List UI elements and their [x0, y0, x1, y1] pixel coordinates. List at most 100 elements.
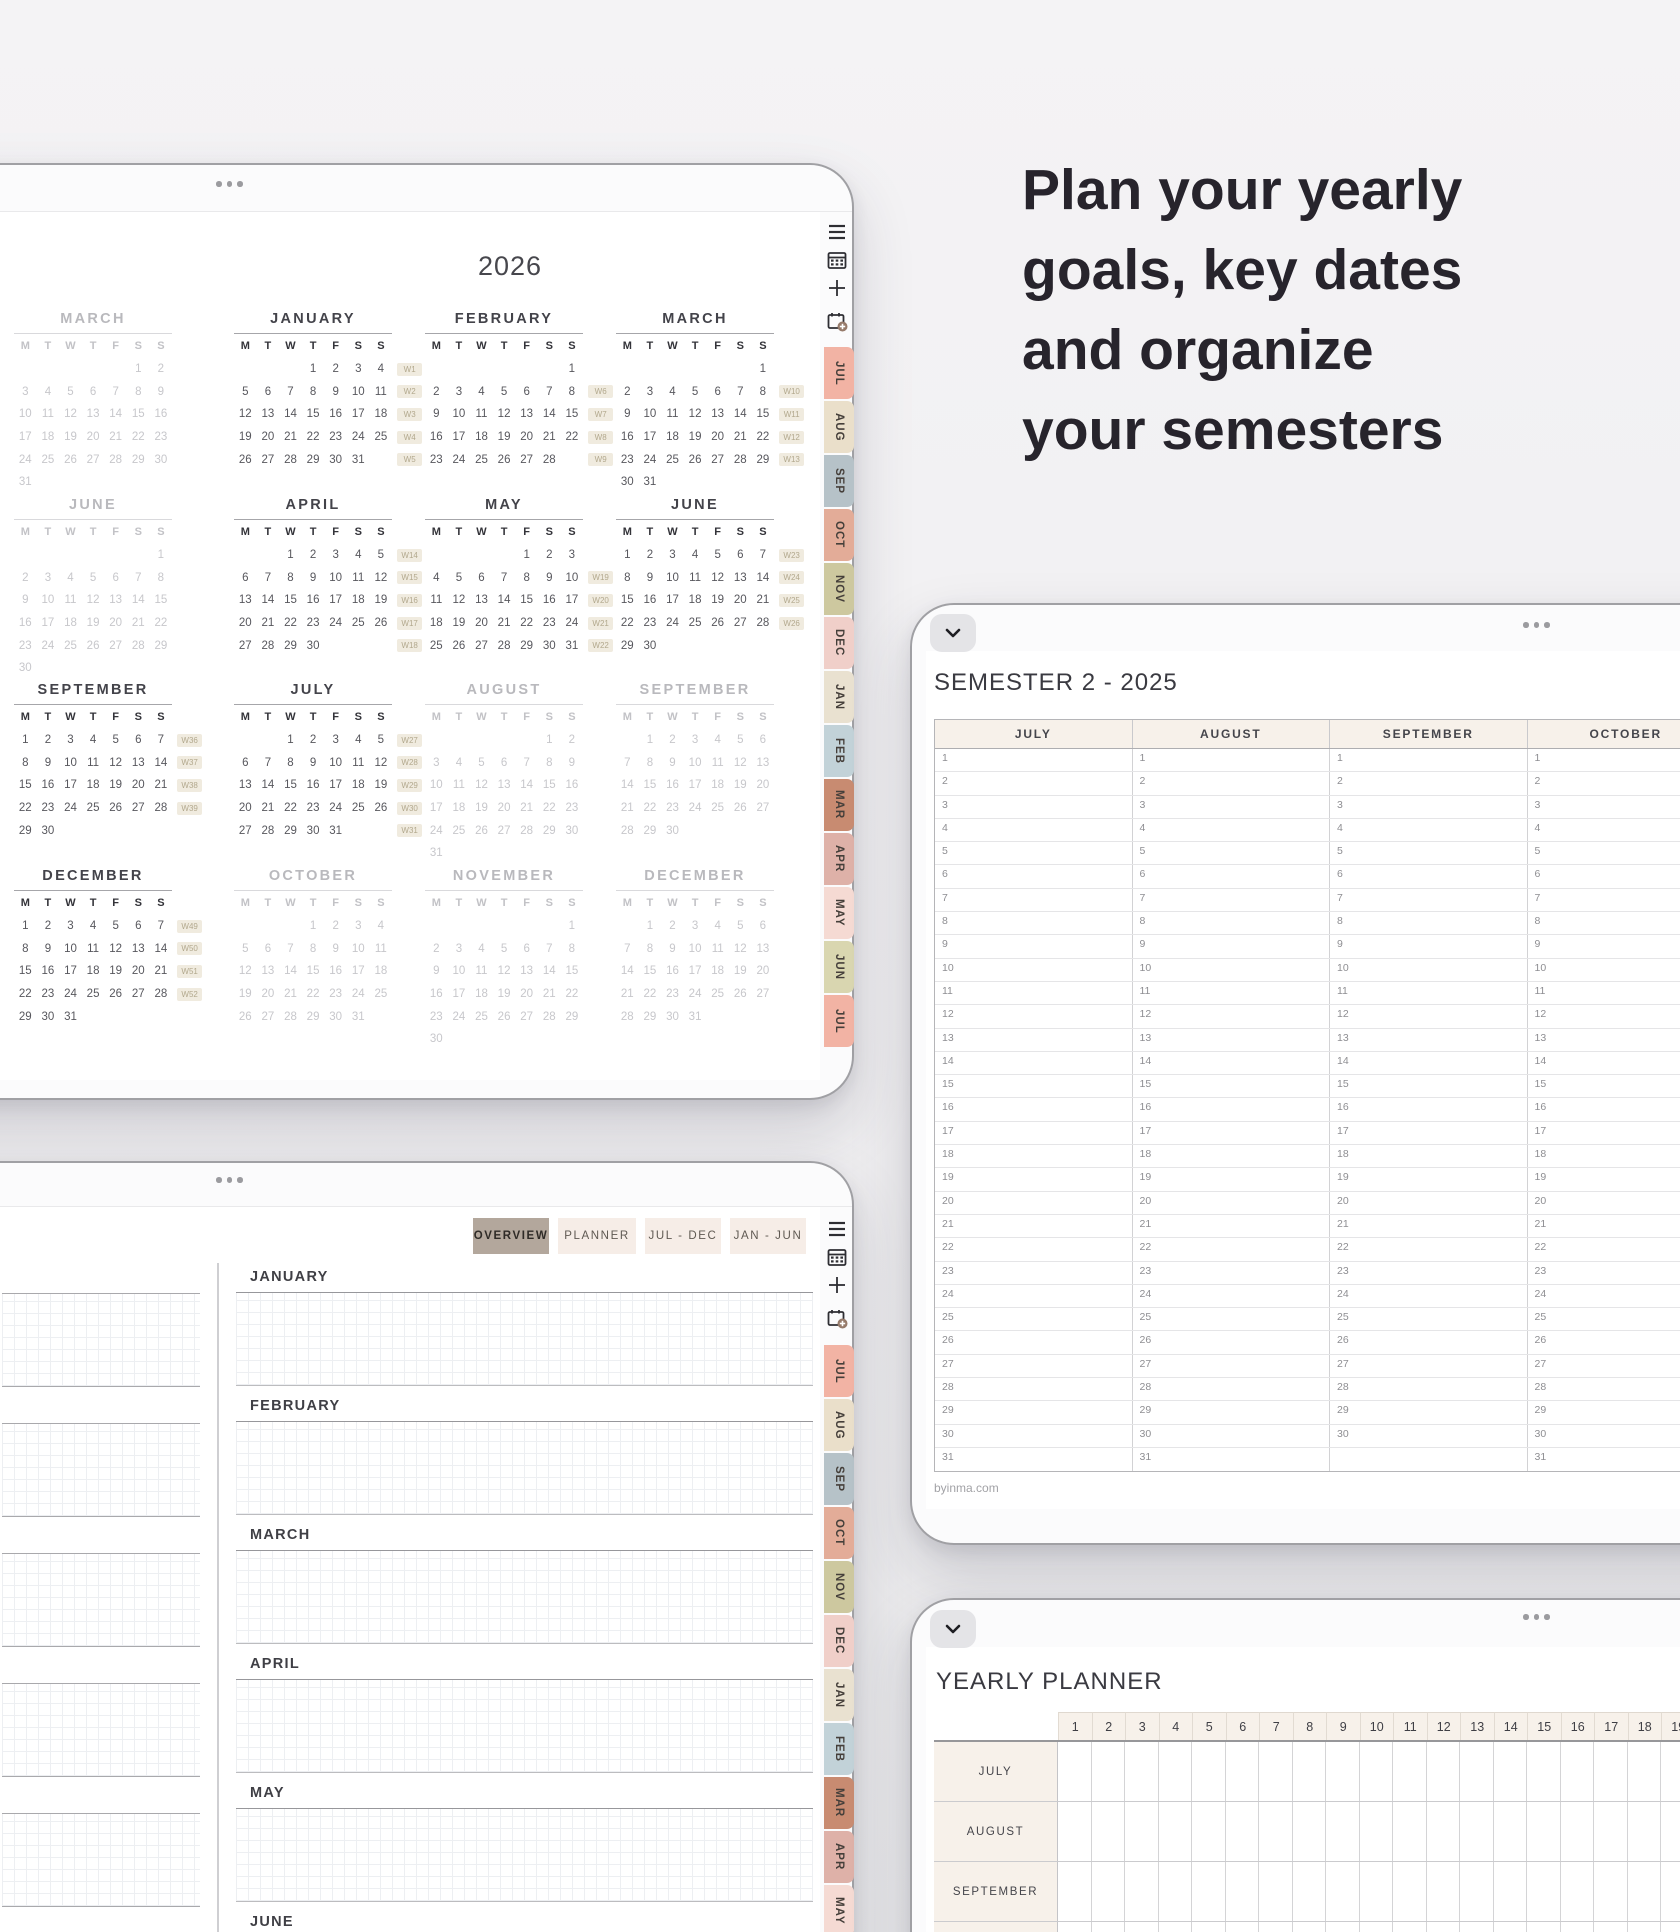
planner-cell[interactable] — [1527, 1802, 1561, 1861]
day-note-cell[interactable]: 30 — [1133, 1424, 1330, 1447]
planner-cell[interactable] — [1125, 1742, 1159, 1801]
day-note-cell[interactable]: 9 — [1133, 935, 1330, 958]
notes-box[interactable] — [2, 1813, 200, 1907]
planner-cell[interactable] — [1493, 1922, 1527, 1932]
day-note-cell[interactable]: 3 — [1133, 795, 1330, 818]
planner-cell[interactable] — [1259, 1922, 1293, 1932]
day-note-cell[interactable]: 11 — [1528, 982, 1680, 1004]
day-note-cell[interactable]: 10 — [1133, 958, 1330, 981]
month-tab-may[interactable]: MAY — [824, 887, 854, 939]
calendar-icon[interactable] — [827, 1247, 849, 1269]
planner-cell[interactable] — [1225, 1802, 1259, 1861]
day-note-cell[interactable]: 7 — [1330, 888, 1528, 912]
day-note-cell[interactable]: 21 — [1133, 1214, 1330, 1238]
menu-icon[interactable] — [827, 222, 849, 244]
day-note-cell[interactable]: 2 — [935, 772, 1133, 795]
planner-cell[interactable] — [1661, 1742, 1680, 1801]
day-note-cell[interactable]: 21 — [1330, 1214, 1528, 1238]
planner-cell[interactable] — [1326, 1922, 1360, 1932]
day-note-cell[interactable]: 20 — [1133, 1191, 1330, 1214]
day-note-cell[interactable]: 28 — [1133, 1378, 1330, 1401]
month-tab-dec[interactable]: DEC — [824, 1615, 854, 1667]
planner-cell[interactable] — [1359, 1862, 1393, 1921]
planner-cell[interactable] — [1594, 1922, 1628, 1932]
planner-cell[interactable] — [1359, 1742, 1393, 1801]
day-note-cell[interactable]: 14 — [1133, 1051, 1330, 1075]
planner-cell[interactable] — [1259, 1802, 1293, 1861]
month-tab-dec[interactable]: DEC — [824, 617, 854, 669]
day-note-cell[interactable]: 29 — [1133, 1401, 1330, 1424]
day-note-cell[interactable]: 15 — [1528, 1075, 1680, 1097]
day-note-cell[interactable]: 11 — [1330, 981, 1528, 1005]
planner-cell[interactable] — [1661, 1862, 1680, 1921]
planner-cell[interactable] — [1192, 1742, 1226, 1801]
day-note-cell[interactable]: 22 — [1330, 1238, 1528, 1261]
day-note-cell[interactable]: 14 — [935, 1051, 1133, 1075]
month-tab-aug[interactable]: AUG — [824, 1399, 854, 1451]
month-notes-area[interactable] — [236, 1808, 813, 1902]
day-note-cell[interactable]: 3 — [1528, 796, 1680, 818]
planner-cell[interactable] — [1091, 1742, 1125, 1801]
planner-cell[interactable] — [1460, 1862, 1494, 1921]
notes-box[interactable] — [2, 1553, 200, 1647]
planner-cell[interactable] — [1393, 1862, 1427, 1921]
month-tab-jan[interactable]: JAN — [824, 1669, 854, 1721]
planner-cell[interactable] — [1158, 1742, 1192, 1801]
day-note-cell[interactable]: 13 — [1133, 1028, 1330, 1051]
planner-cell[interactable] — [1125, 1862, 1159, 1921]
planner-cell[interactable] — [1560, 1862, 1594, 1921]
day-note-cell[interactable]: 7 — [935, 888, 1133, 912]
day-note-cell[interactable]: 23 — [1528, 1262, 1680, 1284]
notes-box[interactable] — [2, 1293, 200, 1387]
planner-cell[interactable] — [1560, 1802, 1594, 1861]
day-note-cell[interactable]: 24 — [935, 1284, 1133, 1308]
view-tab-planner[interactable]: PLANNER — [558, 1218, 636, 1254]
planner-cell[interactable] — [1426, 1742, 1460, 1801]
day-note-cell[interactable]: 24 — [1330, 1284, 1528, 1308]
day-note-cell[interactable]: 3 — [1330, 795, 1528, 818]
day-note-cell[interactable]: 1 — [935, 749, 1133, 772]
notes-box[interactable] — [2, 1423, 200, 1517]
planner-cell[interactable] — [1225, 1922, 1259, 1932]
month-tab-oct[interactable]: OCT — [824, 509, 854, 561]
day-note-cell[interactable]: 25 — [1330, 1308, 1528, 1331]
day-note-cell[interactable]: 19 — [1528, 1168, 1680, 1190]
day-note-cell[interactable]: 6 — [1133, 865, 1330, 888]
day-note-cell[interactable]: 4 — [1133, 818, 1330, 842]
planner-cell[interactable] — [1426, 1922, 1460, 1932]
day-note-cell[interactable]: 20 — [1528, 1192, 1680, 1214]
planner-cell[interactable] — [1627, 1802, 1661, 1861]
day-note-cell[interactable]: 17 — [1133, 1121, 1330, 1145]
planner-cell[interactable] — [1292, 1862, 1326, 1921]
day-note-cell[interactable]: 23 — [1330, 1261, 1528, 1284]
day-note-cell[interactable]: 26 — [1330, 1331, 1528, 1354]
planner-cell[interactable] — [1326, 1862, 1360, 1921]
day-note-cell[interactable]: 15 — [1330, 1075, 1528, 1098]
month-tab-may[interactable]: MAY — [824, 1885, 854, 1932]
day-note-cell[interactable]: 27 — [1330, 1354, 1528, 1378]
planner-cell[interactable] — [1292, 1742, 1326, 1801]
planner-cell[interactable] — [1527, 1922, 1561, 1932]
planner-cell[interactable] — [1493, 1862, 1527, 1921]
planner-cell[interactable] — [1192, 1802, 1226, 1861]
day-note-cell[interactable]: 22 — [1133, 1238, 1330, 1261]
day-note-cell[interactable]: 18 — [1330, 1145, 1528, 1168]
view-tab-overview[interactable]: OVERVIEW — [473, 1218, 549, 1254]
planner-cell[interactable] — [1426, 1862, 1460, 1921]
day-note-cell[interactable]: 25 — [1133, 1308, 1330, 1331]
add-icon[interactable] — [827, 1275, 849, 1297]
planner-cell[interactable] — [1460, 1922, 1494, 1932]
planner-cell[interactable] — [1192, 1862, 1226, 1921]
planner-cell[interactable] — [1292, 1922, 1326, 1932]
planner-cell[interactable] — [1527, 1862, 1561, 1921]
day-note-cell[interactable]: 27 — [1528, 1355, 1680, 1377]
day-note-cell[interactable]: 23 — [1133, 1261, 1330, 1284]
day-note-cell[interactable]: 12 — [935, 1005, 1133, 1028]
planner-cell[interactable] — [1091, 1802, 1125, 1861]
day-note-cell[interactable]: 5 — [1330, 842, 1528, 865]
planner-cell[interactable] — [1594, 1862, 1628, 1921]
collapse-button[interactable] — [930, 1610, 976, 1648]
planner-cell[interactable] — [1192, 1922, 1226, 1932]
day-note-cell[interactable]: 13 — [1330, 1028, 1528, 1051]
day-note-cell[interactable]: 16 — [1528, 1098, 1680, 1120]
